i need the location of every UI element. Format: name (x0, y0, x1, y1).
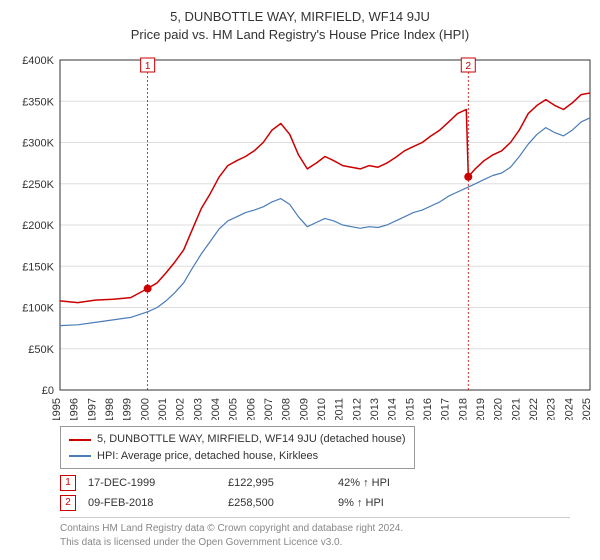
svg-text:2015: 2015 (404, 398, 416, 420)
svg-text:1999: 1999 (122, 398, 134, 420)
sale-marker-1: 1 (60, 475, 76, 491)
svg-text:2000: 2000 (139, 398, 151, 420)
svg-text:2022: 2022 (528, 398, 540, 420)
svg-text:2010: 2010 (316, 398, 328, 420)
svg-text:£100K: £100K (22, 303, 54, 315)
svg-text:£200K: £200K (22, 220, 54, 232)
svg-text:2011: 2011 (334, 398, 346, 420)
footnote-line: This data is licensed under the Open Gov… (60, 536, 570, 550)
svg-text:£350K: £350K (22, 97, 54, 109)
svg-text:2020: 2020 (493, 398, 505, 420)
chart-svg: £0 £50K £100K £150K £200K £250K £300K £350K £400… (10, 50, 600, 420)
svg-text:2: 2 (465, 61, 471, 72)
chart-container: 5, DUNBOTTLE WAY, MIRFIELD, WF14 9JU Pri… (0, 0, 600, 549)
sale-price: £258,500 (228, 497, 338, 509)
sale-price: £122,995 (228, 477, 338, 489)
svg-text:2006: 2006 (245, 398, 257, 420)
svg-text:1997: 1997 (86, 398, 98, 420)
chart-subtitle: Price paid vs. HM Land Registry's House … (10, 26, 590, 44)
sale-diff: 42% ↑ HPI (338, 477, 458, 489)
footnote: Contains HM Land Registry data © Crown c… (60, 517, 570, 549)
sale-marker-2: 2 (60, 495, 76, 511)
svg-text:£250K: £250K (22, 179, 54, 191)
svg-text:2016: 2016 (422, 398, 434, 420)
svg-text:£50K: £50K (28, 344, 54, 356)
legend-label: HPI: Average price, detached house, Kirk… (97, 448, 318, 465)
svg-text:2012: 2012 (351, 398, 363, 420)
chart-title-address: 5, DUNBOTTLE WAY, MIRFIELD, WF14 9JU (10, 8, 590, 26)
sale-date: 09-FEB-2018 (88, 497, 228, 509)
sale-row: 2 09-FEB-2018 £258,500 9% ↑ HPI (60, 495, 590, 511)
svg-text:2023: 2023 (546, 398, 558, 420)
legend-row: 5, DUNBOTTLE WAY, MIRFIELD, WF14 9JU (de… (69, 431, 406, 448)
svg-text:1998: 1998 (104, 398, 116, 420)
sale-diff: 9% ↑ HPI (338, 497, 458, 509)
svg-text:2008: 2008 (281, 398, 293, 420)
svg-text:1996: 1996 (69, 398, 81, 420)
chart-area: £0 £50K £100K £150K £200K £250K £300K £350K £400… (10, 50, 590, 420)
footnote-line: Contains HM Land Registry data © Crown c… (60, 522, 570, 536)
svg-text:1995: 1995 (51, 398, 63, 420)
svg-text:2019: 2019 (475, 398, 487, 420)
svg-text:2024: 2024 (563, 398, 575, 420)
legend: 5, DUNBOTTLE WAY, MIRFIELD, WF14 9JU (de… (60, 426, 415, 469)
svg-text:£150K: £150K (22, 262, 54, 274)
svg-text:2018: 2018 (457, 398, 469, 420)
svg-text:2007: 2007 (263, 398, 275, 420)
sale-row: 1 17-DEC-1999 £122,995 42% ↑ HPI (60, 475, 590, 491)
svg-text:2003: 2003 (192, 398, 204, 420)
svg-text:2021: 2021 (510, 398, 522, 420)
legend-swatch-hpi (69, 455, 91, 457)
svg-text:£300K: £300K (22, 138, 54, 150)
legend-label: 5, DUNBOTTLE WAY, MIRFIELD, WF14 9JU (de… (97, 431, 406, 448)
legend-row: HPI: Average price, detached house, Kirk… (69, 448, 406, 465)
svg-text:1: 1 (145, 61, 151, 72)
legend-swatch-price (69, 439, 91, 441)
sale-date: 17-DEC-1999 (88, 477, 228, 489)
svg-text:£0: £0 (42, 385, 54, 397)
svg-text:2017: 2017 (440, 398, 452, 420)
svg-text:£400K: £400K (22, 55, 54, 67)
svg-text:2025: 2025 (581, 398, 593, 420)
svg-text:2004: 2004 (210, 398, 222, 420)
svg-text:2009: 2009 (298, 398, 310, 420)
svg-text:2005: 2005 (228, 398, 240, 420)
svg-text:2002: 2002 (175, 398, 187, 420)
svg-text:2001: 2001 (157, 398, 169, 420)
svg-text:2014: 2014 (387, 398, 399, 420)
svg-text:2013: 2013 (369, 398, 381, 420)
sales-table: 1 17-DEC-1999 £122,995 42% ↑ HPI 2 09-FE… (60, 475, 590, 511)
